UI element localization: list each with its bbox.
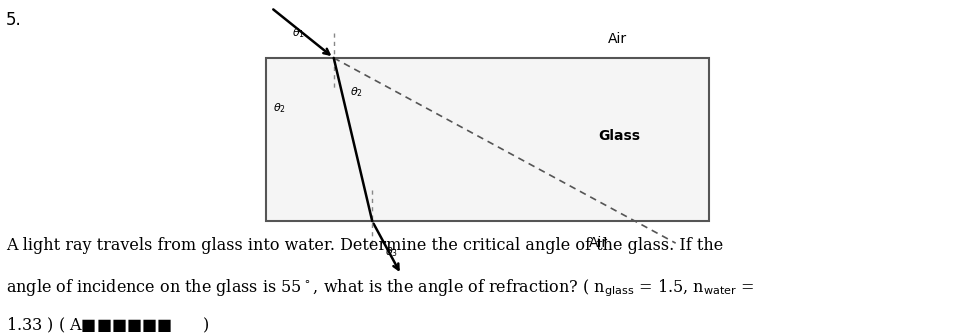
Text: $\theta_1$: $\theta_1$ <box>291 26 305 40</box>
Text: $\theta_2$: $\theta_2$ <box>273 101 286 115</box>
Text: Air: Air <box>589 236 608 250</box>
Text: A light ray travels from glass into water. Determine the critical angle of the g: A light ray travels from glass into wate… <box>6 237 723 254</box>
Text: angle of incidence on the glass is 55$^\circ$, what is the angle of refraction? : angle of incidence on the glass is 55$^\… <box>6 278 755 299</box>
Text: $\theta_2$: $\theta_2$ <box>350 86 363 99</box>
Text: $\theta_3$: $\theta_3$ <box>384 246 398 259</box>
Text: Air: Air <box>608 32 627 46</box>
Text: Glass: Glass <box>598 129 641 143</box>
Text: 1.33 ) ( A$\blacksquare\blacksquare\blacksquare\blacksquare\blacksquare\blacksqu: 1.33 ) ( A$\blacksquare\blacksquare\blac… <box>6 316 209 335</box>
Bar <box>266 58 710 221</box>
Text: 5.: 5. <box>6 11 22 29</box>
